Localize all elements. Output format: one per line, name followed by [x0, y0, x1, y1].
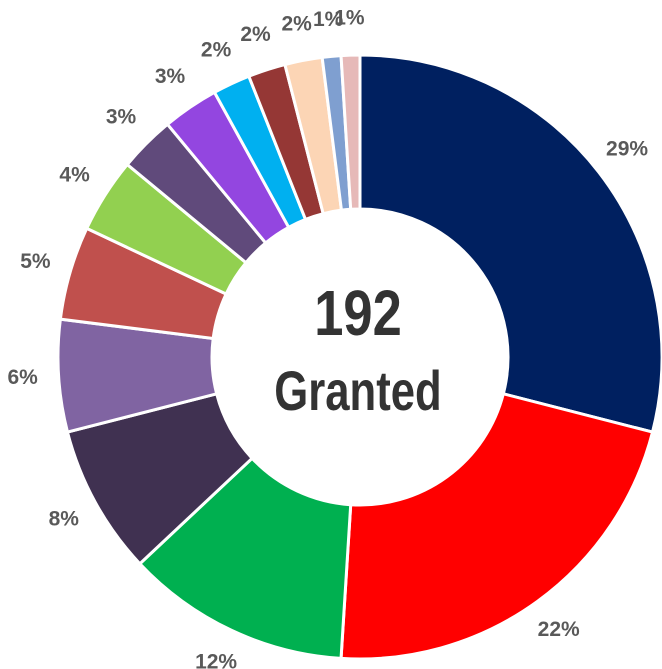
- data-label: 2%: [240, 23, 271, 46]
- center-label: Granted: [274, 360, 441, 422]
- data-label: 6%: [7, 366, 38, 389]
- data-label: 1%: [313, 8, 344, 31]
- data-label: 4%: [59, 163, 90, 186]
- center-value: 192: [314, 278, 402, 349]
- slice: [339, 53, 362, 211]
- slice: [358, 53, 662, 434]
- data-label: 8%: [49, 507, 80, 530]
- donut: [56, 53, 662, 661]
- data-label: 3%: [106, 106, 137, 129]
- data-label: 1%: [334, 7, 365, 30]
- data-label: 2%: [201, 39, 232, 62]
- data-label: 22%: [538, 618, 580, 641]
- data-label: 12%: [195, 650, 237, 669]
- data-label: 3%: [155, 65, 186, 88]
- slice: [339, 391, 655, 661]
- data-label: 2%: [281, 13, 312, 36]
- data-label: 5%: [20, 250, 51, 273]
- data-labels: 29%22%12%8%6%5%4%3%3%2%2% 2% 1%1%: [7, 7, 648, 669]
- data-label: 29%: [606, 137, 648, 160]
